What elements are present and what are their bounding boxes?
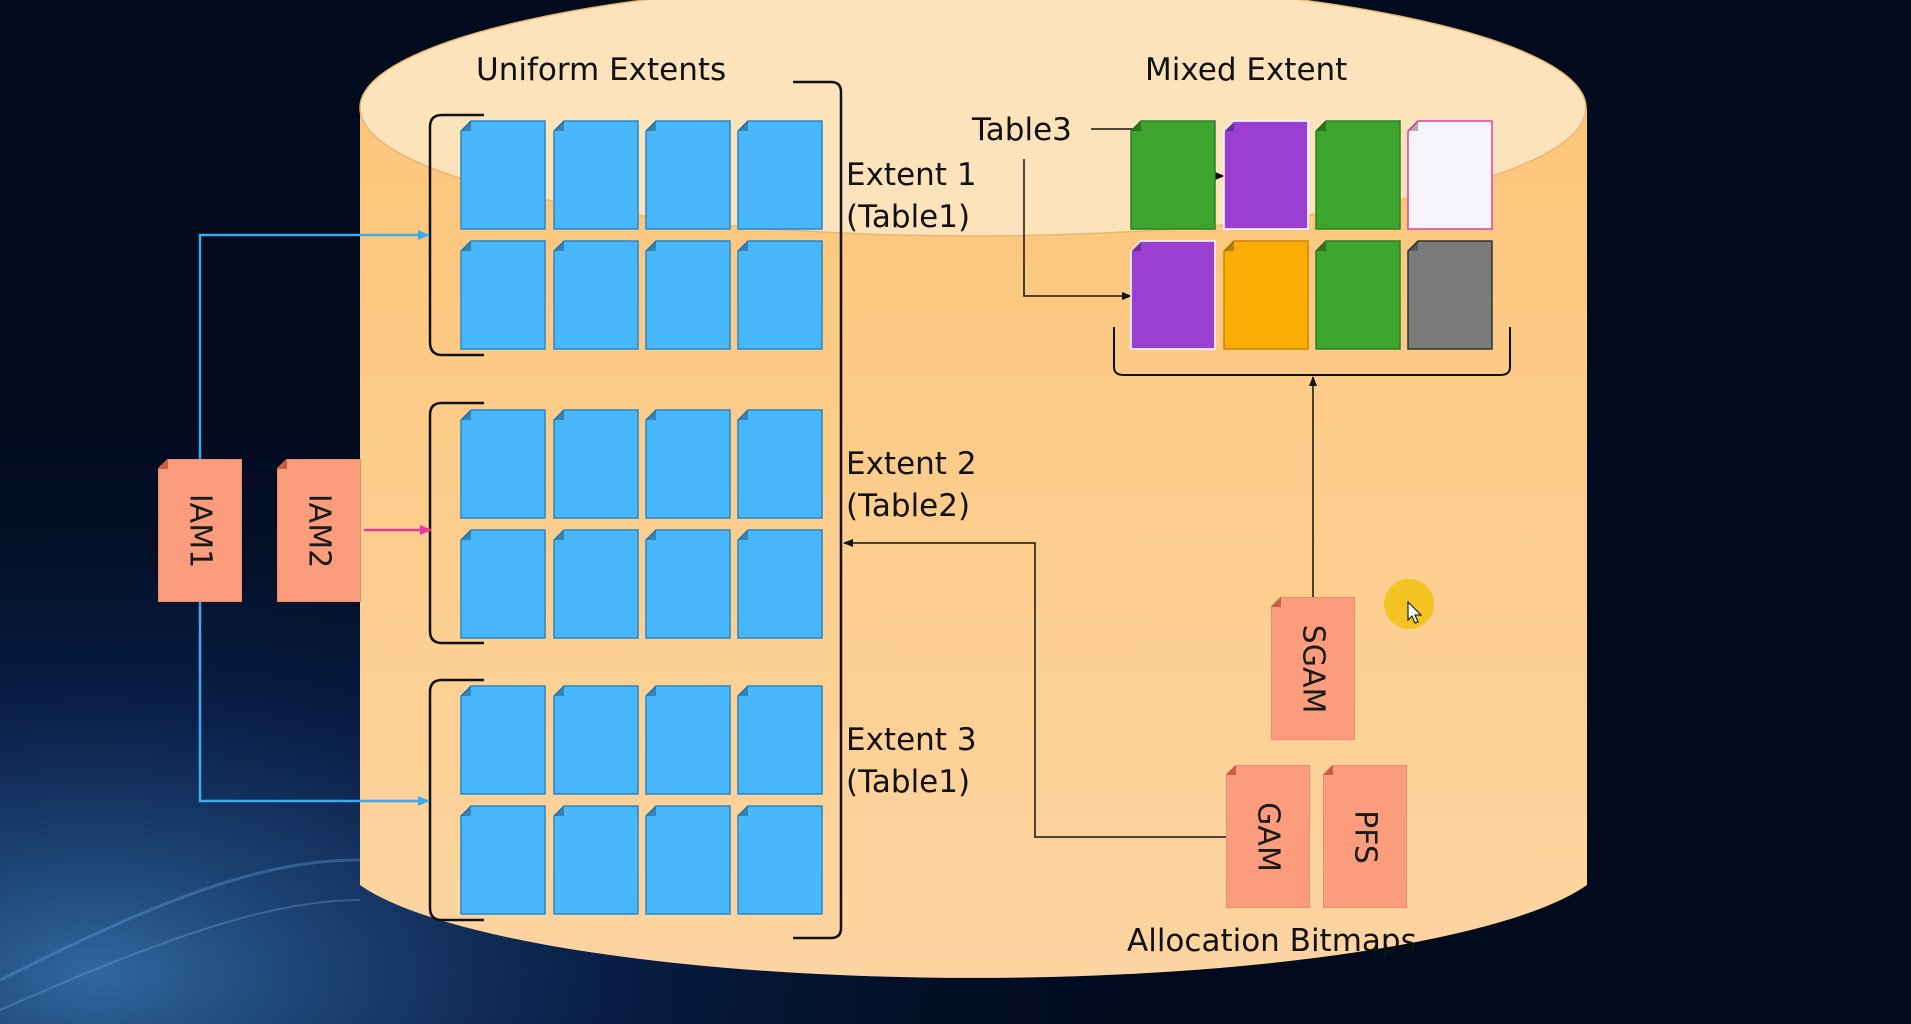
gam-connector: [843, 539, 1226, 838]
extent-3-table: (Table1): [846, 763, 971, 800]
extent-1-label: Extent 1 (Table1): [846, 155, 977, 239]
mixed-page-green-7: [1315, 240, 1401, 350]
uniform-page-6-2: [553, 805, 639, 915]
extent-1-name: Extent 1: [846, 157, 977, 193]
mixed-extent-bracket: [1113, 327, 1511, 376]
uniform-page-3-3: [645, 409, 731, 519]
uniform-page-3-2: [553, 409, 639, 519]
uniform-page-1-3: [645, 120, 731, 230]
table3-label: Table3: [972, 112, 1072, 148]
uniform-page-4-3: [645, 529, 731, 639]
uniform-page-2-1: [460, 240, 546, 350]
extent-3-label: Extent 3 (Table1): [846, 720, 977, 804]
uniform-page-4-1: [460, 529, 546, 639]
uniform-page-5-2: [553, 685, 639, 795]
sgam-page: SGAM: [1271, 597, 1355, 740]
mixed-page-white-4: [1407, 120, 1493, 230]
gam-page: GAM: [1226, 765, 1310, 908]
iam1-connectors: [198, 230, 430, 806]
gam-label: GAM: [1250, 801, 1286, 872]
sgam-label: SGAM: [1295, 624, 1331, 713]
uniform-page-5-1: [460, 685, 546, 795]
uniform-page-3-4: [737, 409, 823, 519]
uniform-page-3-1: [460, 409, 546, 519]
iam2-page: IAM2: [277, 459, 361, 602]
uniform-page-4-4: [737, 529, 823, 639]
uniform-page-2-3: [645, 240, 731, 350]
extent-3-name: Extent 3: [846, 722, 977, 758]
mixed-page-green-3: [1315, 120, 1401, 230]
mixed-page-orange-6: [1223, 240, 1309, 350]
extent-1-table: (Table1): [846, 198, 971, 235]
iam2-label: IAM2: [301, 493, 337, 568]
uniform-extents-title: Uniform Extents: [476, 52, 727, 88]
extent-2-label: Extent 2 (Table2): [846, 444, 977, 528]
mixed-page-purple-2: [1223, 120, 1309, 230]
uniform-page-6-4: [737, 805, 823, 915]
mixed-page-purple-5: [1130, 240, 1216, 350]
uniform-page-1-2: [553, 120, 639, 230]
uniform-page-1-4: [737, 120, 823, 230]
pfs-label: PFS: [1347, 809, 1383, 864]
mixed-extent-pages: [1130, 120, 1493, 350]
uniform-page-2-4: [737, 240, 823, 350]
iam1-page: IAM1: [158, 459, 242, 602]
uniform-page-6-3: [645, 805, 731, 915]
uniform-extent-brackets: [428, 80, 843, 940]
mixed-page-green-1: [1130, 120, 1216, 230]
allocation-bitmaps-title: Allocation Bitmaps: [1127, 923, 1417, 959]
uniform-page-6-1: [460, 805, 546, 915]
mixed-extent-title: Mixed Extent: [1145, 52, 1348, 88]
mixed-page-gray-8: [1407, 240, 1493, 350]
uniform-page-4-2: [553, 529, 639, 639]
mouse-pointer-icon: [1407, 601, 1423, 624]
uniform-page-5-3: [645, 685, 731, 795]
uniform-page-1-1: [460, 120, 546, 230]
iam1-label: IAM1: [182, 493, 218, 568]
extent-2-name: Extent 2: [846, 446, 977, 482]
uniform-page-5-4: [737, 685, 823, 795]
uniform-pages: [460, 120, 823, 915]
table3-connector-bottom: [1023, 159, 1132, 300]
pfs-page: PFS: [1323, 765, 1407, 908]
extent-2-table: (Table2): [846, 487, 971, 524]
uniform-page-2-2: [553, 240, 639, 350]
